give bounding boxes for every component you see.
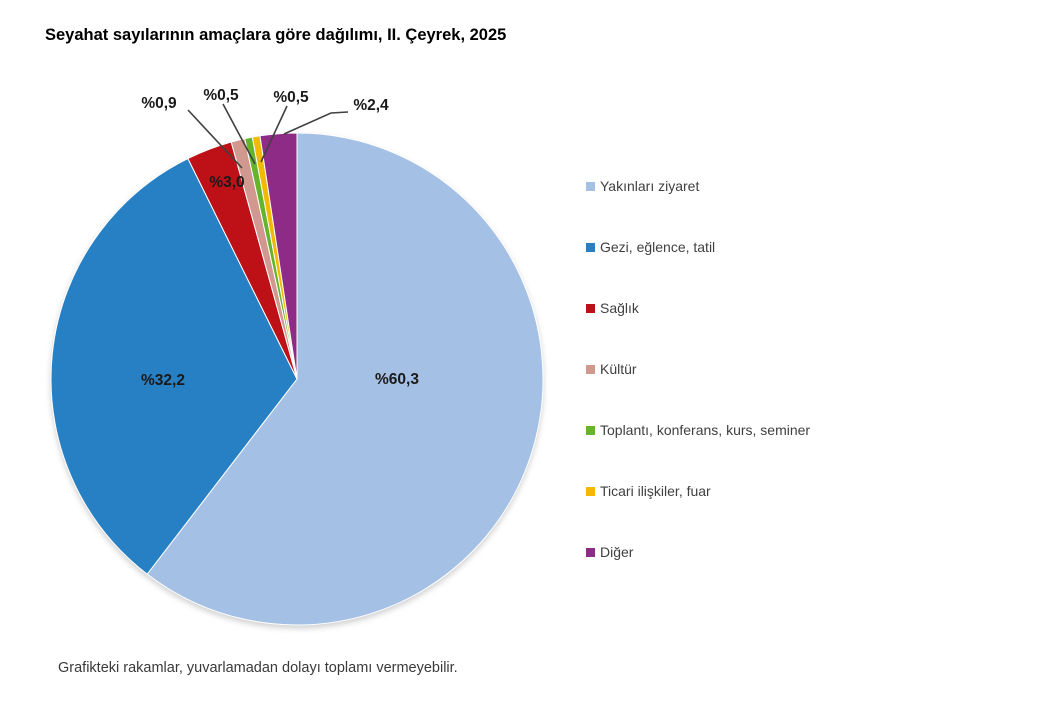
legend-swatch bbox=[586, 182, 595, 191]
leader-line-toplanti bbox=[222, 103, 256, 165]
legend-swatch bbox=[586, 243, 595, 252]
legend-swatch bbox=[586, 487, 595, 496]
slice-label-kultur: %0,9 bbox=[141, 95, 177, 112]
legend-label: Sağlık bbox=[600, 300, 639, 316]
slice-label-diger: %2,4 bbox=[353, 97, 389, 114]
legend-swatch bbox=[586, 426, 595, 435]
slice-label-toplanti: %0,5 bbox=[203, 87, 239, 104]
legend-item-3: Kültür bbox=[586, 361, 810, 378]
pie-slice-0 bbox=[146, 132, 544, 626]
pie-slice-6 bbox=[259, 132, 298, 380]
legend-swatch bbox=[586, 548, 595, 557]
legend-item-2: Sağlık bbox=[586, 300, 810, 317]
legend-label: Kültür bbox=[600, 361, 637, 377]
legend-item-5: Ticari ilişkiler, fuar bbox=[586, 483, 810, 500]
leader-line-diger bbox=[283, 111, 349, 135]
slice-labels: %60,3 %32,2 %3,0 %0,9 %0,5 %0,5 %2,4 bbox=[141, 87, 419, 389]
legend-swatch bbox=[586, 304, 595, 313]
leader-lines bbox=[187, 103, 349, 169]
footnote: Grafikteki rakamlar, yuvarlamadan dolayı… bbox=[58, 660, 458, 676]
legend-item-1: Gezi, eğlence, tatil bbox=[586, 239, 810, 256]
legend-label: Yakınları ziyaret bbox=[600, 178, 700, 194]
legend: Yakınları ziyaret Gezi, eğlence, tatil Sağ… bbox=[586, 178, 810, 561]
legend-label: Gezi, eğlence, tatil bbox=[600, 239, 716, 255]
slice-label-yakinlari-ziyaret: %60,3 bbox=[375, 371, 419, 388]
slice-label-gezi-eglence-tatil: %32,2 bbox=[141, 372, 185, 389]
chart-title: Seyahat sayılarının amaçlara göre dağılı… bbox=[45, 26, 507, 44]
leader-line-ticari bbox=[260, 105, 288, 163]
legend-item-6: Diğer bbox=[586, 544, 810, 561]
legend-swatch bbox=[586, 365, 595, 374]
pie-slice-1 bbox=[50, 158, 298, 575]
legend-label: Ticari ilişkiler, fuar bbox=[600, 483, 711, 499]
legend-item-0: Yakınları ziyaret bbox=[586, 178, 810, 195]
legend-label: Toplantı, konferans, kurs, seminer bbox=[600, 422, 811, 438]
slice-label-ticari: %0,5 bbox=[273, 89, 309, 106]
slice-label-saglik: %3,0 bbox=[209, 174, 244, 191]
legend-label: Diğer bbox=[600, 544, 634, 560]
legend-item-4: Toplantı, konferans, kurs, seminer bbox=[586, 422, 810, 439]
leader-line-kultur bbox=[187, 109, 243, 169]
pie-slices bbox=[50, 132, 544, 626]
